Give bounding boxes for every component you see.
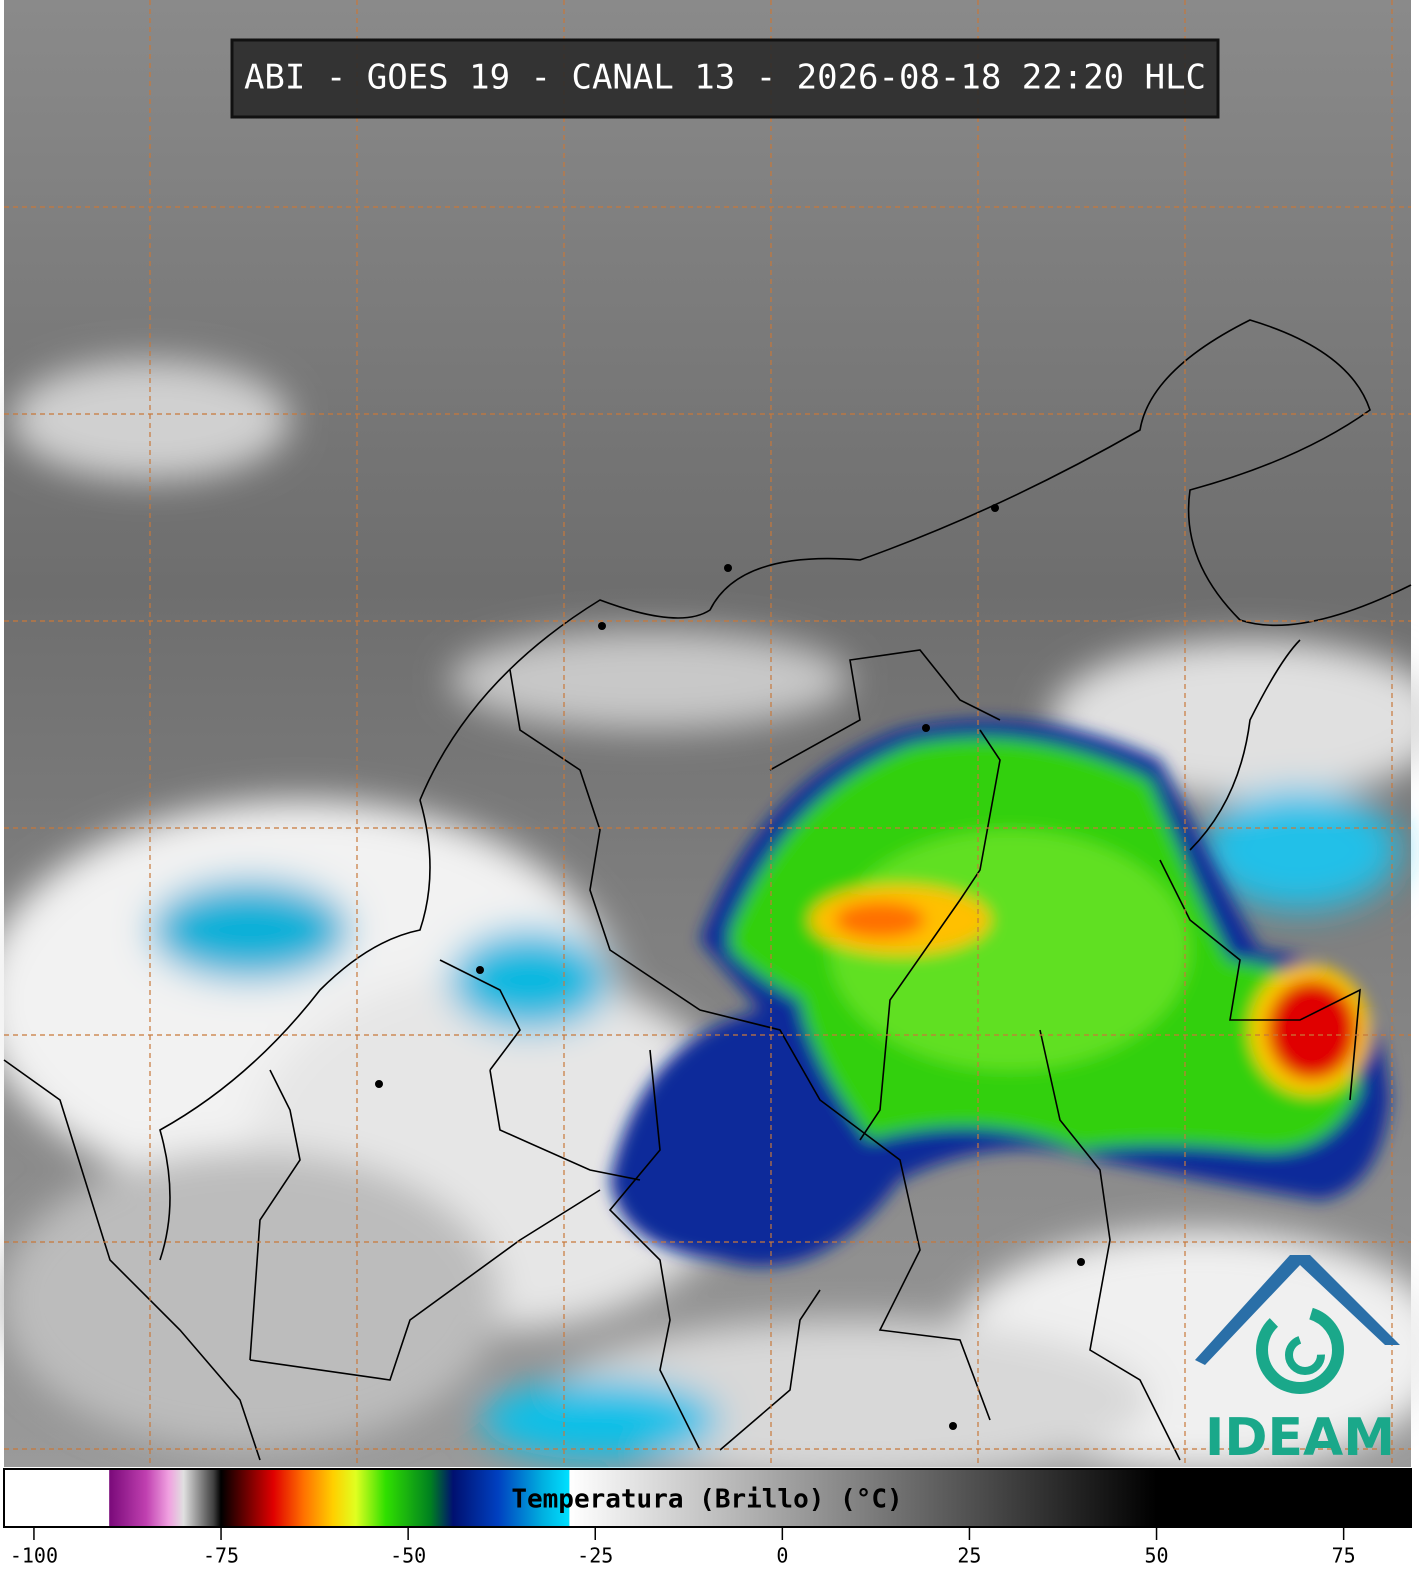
title: ABI - GOES 19 - CANAL 13 - 2026-08-18 22… [244,58,1206,98]
colorbar-scale [3,1468,1412,1528]
tick-label: 25 [957,1544,981,1568]
tick-label: -50 [390,1544,426,1568]
tick-label: -75 [203,1544,239,1568]
tick-label: 0 [776,1544,788,1568]
tick-label: 75 [1332,1544,1356,1568]
map [0,0,1419,1480]
colorbar-label: Temperatura (Brillo) (°C) [511,1485,902,1515]
logo: IDEAM [1195,1255,1400,1468]
tick-label: -25 [577,1544,613,1568]
colorbar: Temperatura (Brillo) (°C) -100 -75 -50 -25 0… [3,1468,1412,1568]
tick-label: 50 [1144,1544,1168,1568]
logo-text: IDEAM [1205,1408,1395,1468]
title-box [230,38,1220,119]
tick-label: -100 [10,1544,58,1568]
